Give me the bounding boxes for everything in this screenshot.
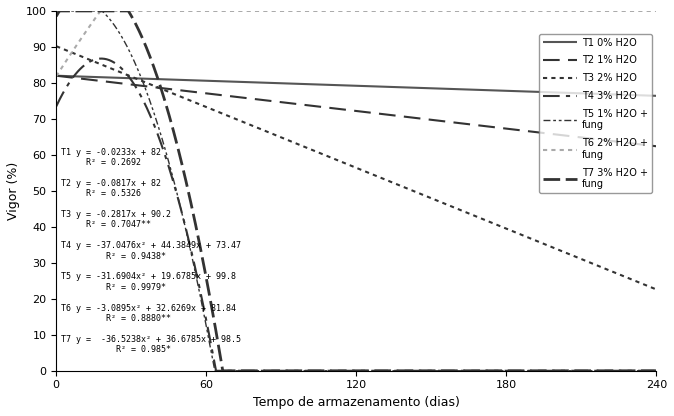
X-axis label: Tempo de armazenamento (dias): Tempo de armazenamento (dias): [253, 396, 460, 409]
Y-axis label: Vigor (%): Vigor (%): [7, 162, 20, 220]
Text: T1 y = -0.0233x + 82
     R² = 0.2692

T2 y = -0.0817x + 82
     R² = 0.5326

T3: T1 y = -0.0233x + 82 R² = 0.2692 T2 y = …: [61, 148, 241, 354]
Legend: T1 0% H2O, T2 1% H2O, T3 2% H2O, T4 3% H2O, T5 1% H2O +
fung, T6 2% H2O +
fung, : T1 0% H2O, T2 1% H2O, T3 2% H2O, T4 3% H…: [539, 34, 652, 193]
